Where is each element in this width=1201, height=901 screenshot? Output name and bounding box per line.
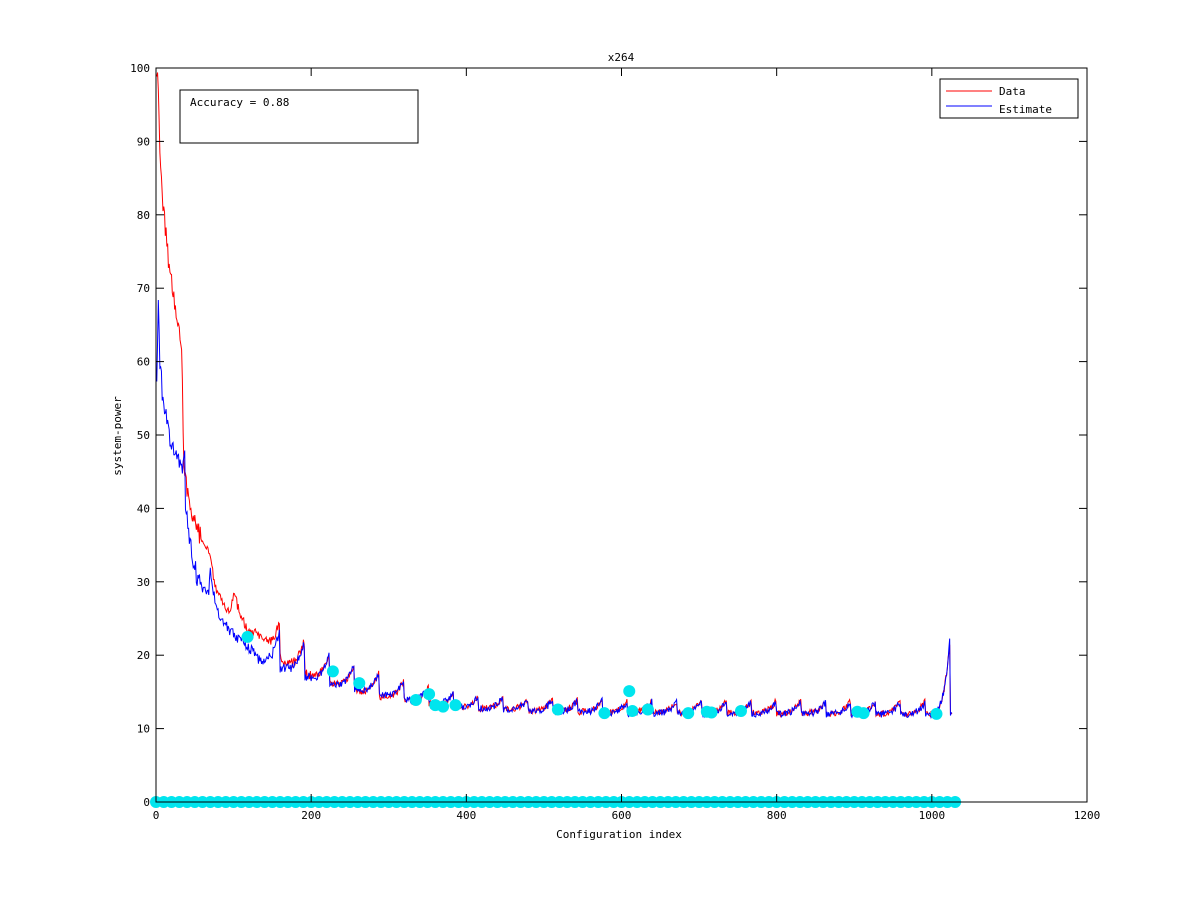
x-tick-label: 800 (767, 809, 787, 822)
plot-area (150, 67, 1088, 808)
sample-point (641, 703, 654, 716)
y-tick-label: 10 (137, 723, 150, 736)
sample-point (423, 688, 436, 701)
sample-point (734, 704, 747, 717)
sample-point (449, 699, 462, 712)
sample-point (857, 707, 870, 720)
x-tick-label: 400 (456, 809, 476, 822)
y-tick-label: 50 (137, 429, 150, 442)
sample-point (626, 704, 639, 717)
y-ticks: 0 10 20 30 40 50 60 70 80 90 100 (130, 62, 1087, 809)
legend-label-estimate: Estimate (999, 103, 1052, 116)
annotation-box: Accuracy = 0.88 (179, 89, 419, 144)
x-tick-label: 1200 (1074, 809, 1101, 822)
annotation-frame (179, 89, 419, 144)
sample-point (682, 707, 695, 720)
sample-point (437, 700, 450, 713)
y-tick-label: 20 (137, 649, 150, 662)
x-tick-label: 1000 (919, 809, 946, 822)
y-tick-label: 30 (137, 576, 150, 589)
x-axis-label: Configuration index (556, 828, 682, 841)
x-tick-label: 600 (612, 809, 632, 822)
y-tick-label: 60 (137, 356, 150, 369)
y-axis-label: system-power (111, 396, 124, 476)
sample-point (409, 693, 422, 706)
sample-point (353, 677, 366, 690)
annotation-text: Accuracy = 0.88 (190, 96, 289, 109)
x-tick-label: 200 (301, 809, 321, 822)
y-tick-label: 40 (137, 502, 150, 515)
y-tick-label: 80 (137, 209, 150, 222)
legend-frame (939, 78, 1079, 119)
sample-point (241, 630, 254, 643)
sample-point (623, 685, 636, 698)
sample-point (705, 706, 718, 719)
x-ticks: 0 200 400 600 800 1000 1200 (153, 68, 1101, 822)
chart-title: x264 (608, 51, 635, 64)
sample-point (598, 707, 611, 720)
y-tick-label: 100 (130, 62, 150, 75)
sample-point (326, 665, 339, 678)
legend: Data Estimate (939, 78, 1079, 119)
y-tick-label: 0 (143, 796, 150, 809)
sample-point (551, 703, 564, 716)
sample-point (930, 707, 943, 720)
x-tick-label: 0 (153, 809, 160, 822)
y-tick-label: 90 (137, 135, 150, 148)
legend-label-data: Data (999, 85, 1026, 98)
y-tick-label: 70 (137, 282, 150, 295)
